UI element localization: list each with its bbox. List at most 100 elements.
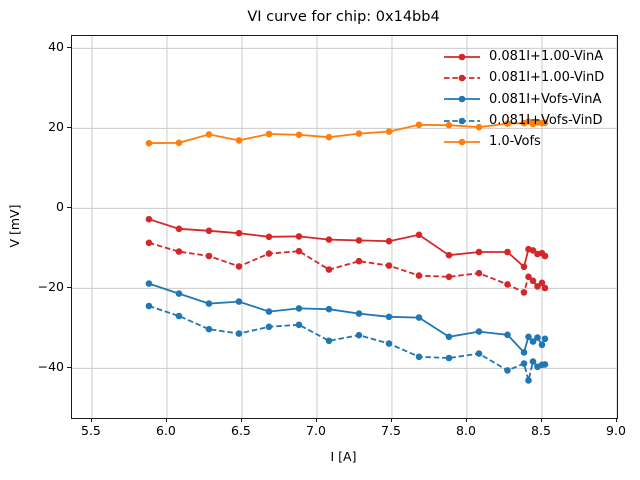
- series-line-0: [148, 218, 546, 269]
- y-tick-label: −40: [37, 359, 64, 375]
- data-point-marker: [541, 335, 549, 343]
- data-point-marker: [520, 360, 528, 367]
- x-tick-mark: [165, 418, 167, 422]
- data-point-marker: [325, 133, 333, 141]
- legend-entry: 0.081I+1.00-VinD: [443, 67, 604, 88]
- data-point-marker: [529, 358, 537, 365]
- x-tick-mark: [540, 418, 542, 422]
- data-point-marker: [295, 131, 303, 139]
- data-point-marker: [355, 130, 363, 137]
- x-tick-label: 7.5: [381, 423, 401, 438]
- data-point-marker: [145, 215, 153, 223]
- data-point-marker: [235, 298, 243, 305]
- data-point-marker: [175, 248, 183, 255]
- data-point-marker: [541, 361, 549, 368]
- data-point-marker: [205, 325, 213, 333]
- data-point-marker: [325, 266, 333, 273]
- data-point-marker: [415, 314, 423, 321]
- data-point-marker: [525, 333, 532, 341]
- x-tick-label: 6.0: [156, 423, 176, 438]
- data-point-marker: [295, 321, 303, 329]
- data-point-marker: [475, 248, 483, 256]
- data-point-marker: [529, 277, 537, 285]
- x-tick-label: 7.0: [306, 423, 326, 438]
- y-tick-mark: [67, 287, 71, 289]
- data-point-marker: [504, 281, 511, 288]
- data-point-marker: [475, 269, 483, 277]
- data-point-marker: [265, 308, 273, 315]
- y-tick-mark: [67, 127, 71, 129]
- legend-entry: 0.081I+Vofs-VinD: [443, 110, 604, 131]
- data-point-marker: [445, 354, 453, 362]
- series-line-3: [148, 305, 546, 381]
- x-tick-mark: [465, 418, 467, 422]
- data-point-marker: [235, 330, 243, 337]
- chart-title: VI curve for chip: 0x14bb4: [247, 9, 440, 25]
- legend-entry: 0.081I+1.00-VinA: [443, 46, 604, 67]
- data-point-marker: [265, 323, 273, 331]
- data-point-marker: [175, 312, 183, 320]
- data-point-marker: [205, 300, 213, 307]
- y-tick-label: 40: [48, 39, 64, 55]
- data-point-marker: [145, 139, 153, 147]
- legend-entry: 1.0-Vofs: [443, 131, 604, 152]
- data-point-marker: [504, 331, 511, 339]
- data-point-marker: [504, 120, 511, 127]
- data-point-marker: [235, 229, 243, 237]
- data-point-marker: [145, 280, 153, 287]
- legend-label: 0.081I+Vofs-VinD: [489, 113, 603, 129]
- data-point-marker: [325, 305, 333, 313]
- data-point-marker: [541, 119, 549, 127]
- data-point-marker: [205, 252, 213, 260]
- data-point-marker: [325, 337, 333, 345]
- data-point-marker: [475, 350, 483, 357]
- y-tick-mark: [67, 207, 71, 209]
- series-line-1: [148, 241, 546, 294]
- data-point-marker: [529, 247, 537, 254]
- data-point-marker: [355, 331, 363, 339]
- x-tick-label: 8.5: [531, 423, 551, 438]
- data-point-marker: [520, 349, 528, 356]
- data-point-marker: [385, 237, 393, 245]
- x-tick-mark: [315, 418, 317, 422]
- y-tick-label: −20: [37, 279, 64, 295]
- data-point-marker: [355, 257, 363, 265]
- legend-swatch: [444, 138, 480, 146]
- data-point-marker: [445, 333, 453, 341]
- x-tick-label: 9.0: [606, 423, 626, 438]
- data-point-marker: [265, 233, 273, 241]
- data-point-marker: [475, 328, 483, 335]
- data-point-marker: [205, 227, 213, 235]
- x-tick-mark: [90, 418, 92, 422]
- data-point-marker: [541, 252, 549, 260]
- plot-canvas: [72, 36, 617, 418]
- series-line-2: [148, 282, 546, 355]
- data-point-marker: [265, 130, 273, 138]
- legend-swatch: [444, 74, 480, 82]
- data-point-marker: [145, 239, 153, 247]
- data-point-marker: [529, 338, 537, 345]
- legend-entry: 0.081I+Vofs-VinA: [443, 89, 604, 110]
- data-point-marker: [525, 377, 532, 384]
- data-point-marker: [145, 302, 153, 310]
- data-point-marker: [355, 310, 363, 317]
- data-point-marker: [175, 139, 183, 147]
- data-point-marker: [538, 279, 546, 287]
- data-point-marker: [445, 251, 453, 259]
- plot-area: [71, 35, 618, 419]
- data-point-marker: [295, 247, 303, 255]
- data-point-marker: [415, 231, 423, 239]
- data-point-marker: [534, 283, 541, 290]
- legend-swatch: [444, 117, 480, 124]
- x-tick-mark: [616, 418, 617, 422]
- legend-swatch: [444, 95, 480, 103]
- data-point-marker: [415, 272, 423, 279]
- data-point-marker: [445, 121, 453, 129]
- x-tick-mark: [390, 418, 392, 422]
- legend-label: 1.0-Vofs: [489, 134, 541, 150]
- data-point-marker: [355, 237, 363, 244]
- data-point-marker: [385, 340, 393, 347]
- data-point-marker: [175, 290, 183, 297]
- data-point-marker: [235, 137, 243, 144]
